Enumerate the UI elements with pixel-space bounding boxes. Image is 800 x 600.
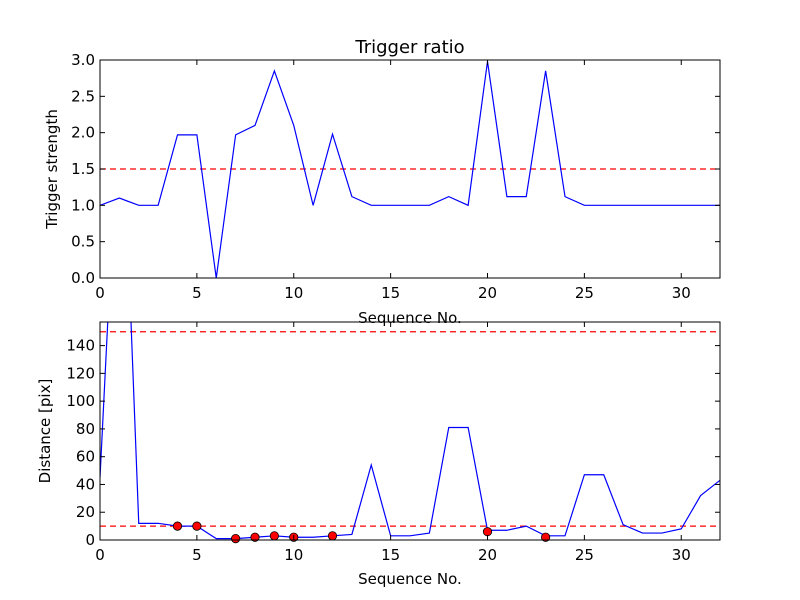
y-tick-label: 120	[66, 364, 95, 382]
x-tick-label: 10	[284, 284, 303, 302]
plot-area	[100, 322, 720, 540]
y-tick-label: 3.0	[71, 51, 95, 69]
y-tick-label: 2.5	[71, 87, 95, 105]
y-axis-label: Trigger strength	[43, 109, 61, 230]
plot-frame	[99, 321, 721, 541]
data-point-marker	[327, 531, 338, 541]
x-axis-label: Sequence No.	[358, 570, 462, 588]
x-tick-label: 25	[575, 284, 594, 302]
data-point-marker	[482, 527, 493, 537]
data-point-marker	[231, 534, 241, 544]
series-line	[100, 322, 720, 540]
y-tick-label: 1.0	[71, 196, 95, 214]
y-tick-label: 0.5	[71, 233, 95, 251]
x-tick-label: 20	[478, 546, 497, 564]
x-tick-label: 30	[672, 284, 691, 302]
data-point-marker	[192, 521, 202, 531]
chart-title: Trigger ratio	[354, 37, 464, 58]
y-tick-label: 80	[76, 420, 95, 438]
y-tick-label: 1.5	[71, 160, 95, 178]
x-tick-label: 5	[192, 546, 202, 564]
y-tick-label: 140	[66, 337, 95, 355]
x-tick-label: 15	[381, 284, 400, 302]
y-tick-label: 0	[85, 531, 95, 549]
y-tick-label: 40	[76, 475, 95, 493]
x-tick-label: 30	[672, 546, 691, 564]
y-tick-label: 60	[76, 448, 95, 466]
data-point-marker	[269, 531, 279, 541]
x-tick-label: 0	[95, 546, 105, 564]
x-tick-label: 15	[381, 546, 400, 564]
y-axis-label: Distance [pix]	[36, 379, 54, 484]
x-tick-label: 5	[192, 284, 202, 302]
x-tick-label: 25	[575, 546, 594, 564]
data-point-marker	[541, 532, 551, 542]
y-tick-label: 20	[76, 503, 95, 521]
x-tick-label: 10	[284, 546, 303, 564]
y-tick-label: 100	[66, 392, 95, 410]
data-point-marker	[172, 521, 183, 531]
data-point-marker	[250, 532, 260, 542]
x-tick-label: 20	[478, 284, 497, 302]
x-axis-label: Sequence No.	[358, 309, 462, 327]
y-tick-label: 0.0	[71, 269, 95, 287]
series-line	[100, 61, 720, 278]
trigger-ratio-subplot: Trigger ratio 0 5 10 15 20 25 30 0.0 0.5 1.0 1.5 2.…	[43, 37, 721, 327]
x-tick-label: 0	[95, 284, 105, 302]
y-tick-label: 2.0	[71, 124, 95, 142]
plot-area	[100, 61, 720, 278]
distance-subplot: 0 5 10 15 20 25 30 0 20 40 60 80 100 120 140 Sequence …	[36, 321, 721, 588]
